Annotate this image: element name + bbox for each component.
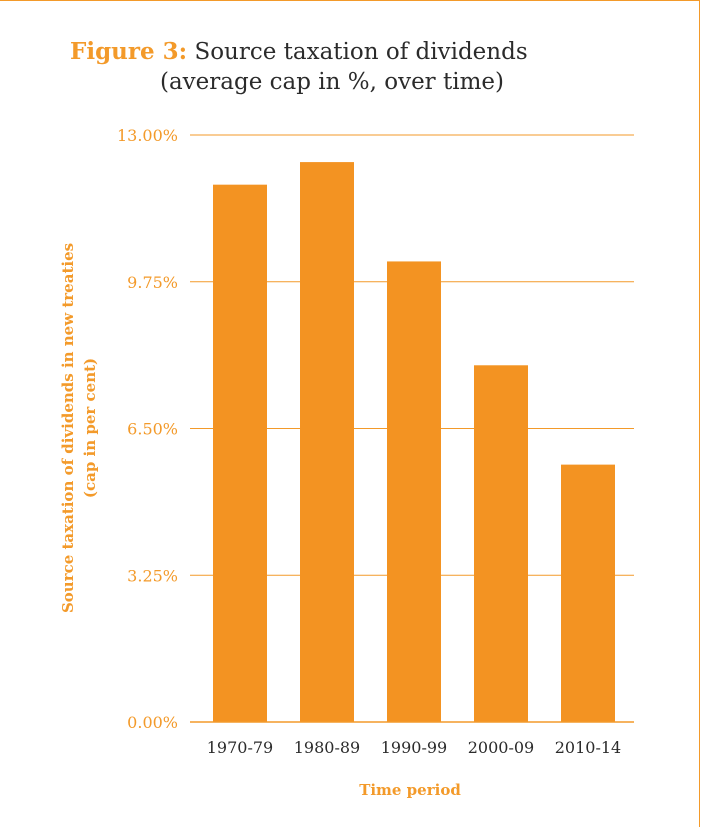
figure-title-line2: (average cap in %, over time) (160, 69, 504, 95)
x-tick-label-1970-79: 1970-79 (207, 738, 273, 757)
bar-2000-09 (474, 365, 528, 722)
y-tick-label-3: 9.75% (127, 273, 178, 292)
figure-title: Figure 3: Source taxation of dividends (… (70, 37, 630, 97)
y-tick-label-4: 13.00% (117, 126, 178, 145)
y-tick-label-1: 3.25% (127, 566, 178, 585)
bar-1980-89 (300, 162, 354, 723)
x-tick-label-2010-14: 2010-14 (555, 738, 621, 757)
x-tick-label-1990-99: 1990-99 (381, 738, 447, 757)
x-axis-label: Time period (359, 781, 461, 799)
figure-label: Figure 3: (70, 38, 188, 65)
y-axis-label-line2: (cap in per cent) (81, 358, 99, 498)
figure-title-line1: Source taxation of dividends (194, 39, 528, 65)
x-tick-label-2000-09: 2000-09 (468, 738, 534, 757)
y-axis-label-line1: Source taxation of dividends in new trea… (59, 243, 77, 613)
bar-1990-99 (387, 261, 441, 722)
y-tick-label-2: 6.50% (127, 420, 178, 439)
y-tick-label-0: 0.00% (127, 713, 178, 732)
x-tick-label-1980-89: 1980-89 (294, 738, 360, 757)
bar-1970-79 (213, 184, 267, 722)
bar-2010-14 (561, 464, 615, 722)
